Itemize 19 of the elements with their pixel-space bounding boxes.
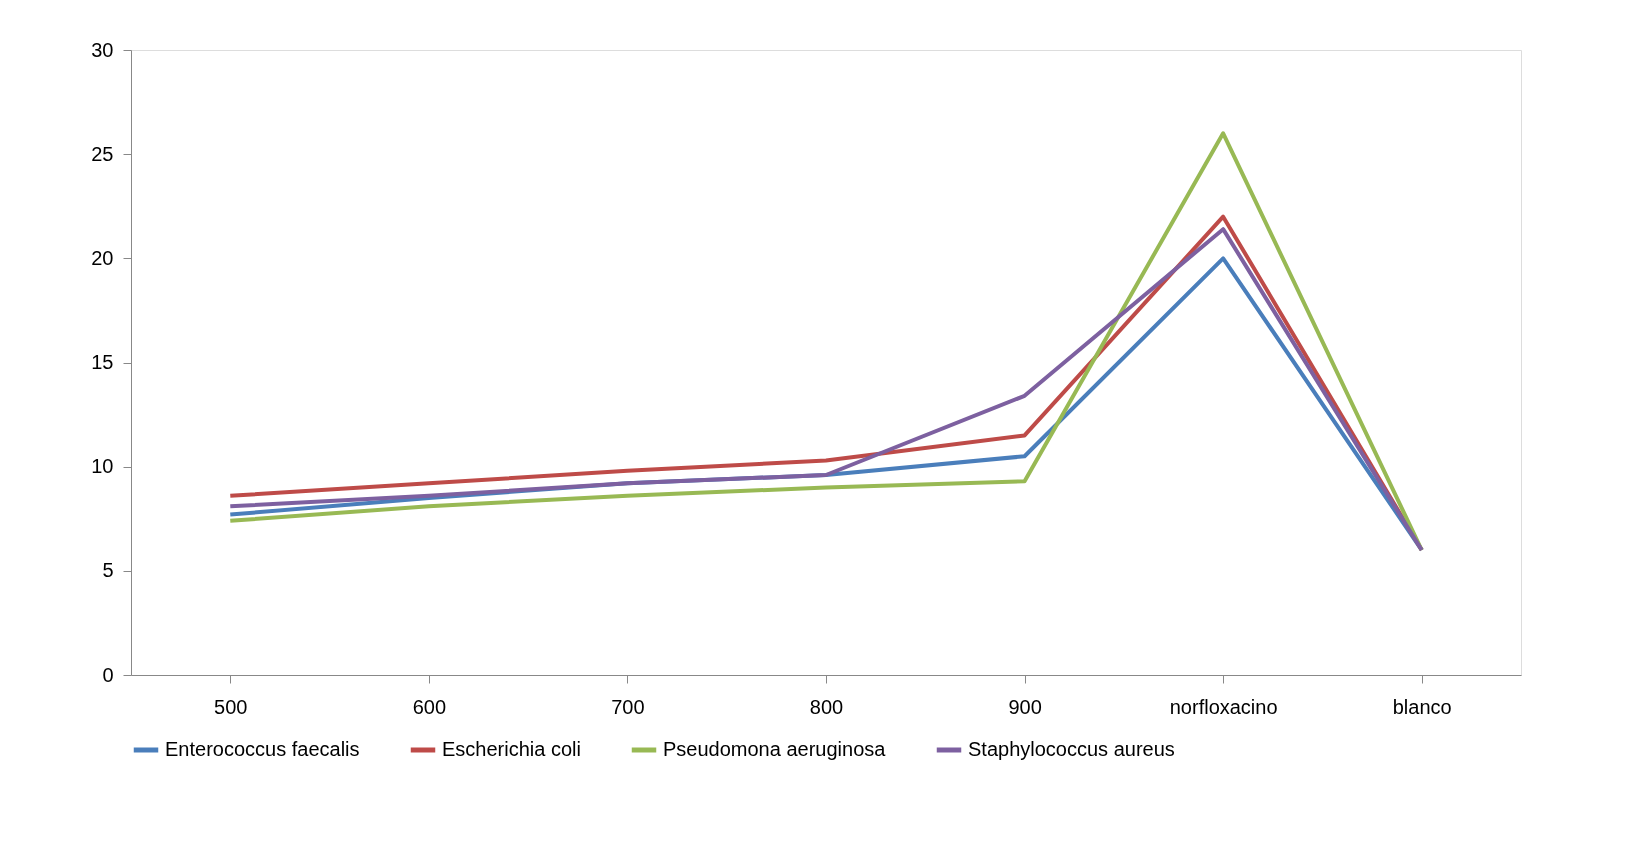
legend-label: Pseudomona aeruginosa xyxy=(663,738,887,760)
y-tick-label: 20 xyxy=(91,246,114,269)
x-tick-label: 800 xyxy=(809,695,844,718)
y-tick-label: 10 xyxy=(91,455,114,478)
x-tick-label: norfloxacino xyxy=(1169,695,1278,718)
x-tick-label: 900 xyxy=(1008,695,1042,718)
line-series xyxy=(228,131,1424,552)
legend-label: Staphylococcus aureus xyxy=(968,738,1175,760)
x-tick-label: 600 xyxy=(412,695,447,718)
y-tick-label: 25 xyxy=(91,142,114,165)
y-tick-label: 5 xyxy=(102,559,114,582)
y-tick-label: 30 xyxy=(91,38,114,61)
legend-label: Enterococcus faecalis xyxy=(165,738,360,760)
x-tick-label: 700 xyxy=(611,695,645,718)
y-tick-label: 0 xyxy=(102,663,114,686)
y-tick-label: 15 xyxy=(91,351,114,373)
x-tick-label: blanco xyxy=(1392,695,1452,718)
legend-label: Escherichia coli xyxy=(442,738,581,760)
x-tick-label: 500 xyxy=(214,695,248,718)
